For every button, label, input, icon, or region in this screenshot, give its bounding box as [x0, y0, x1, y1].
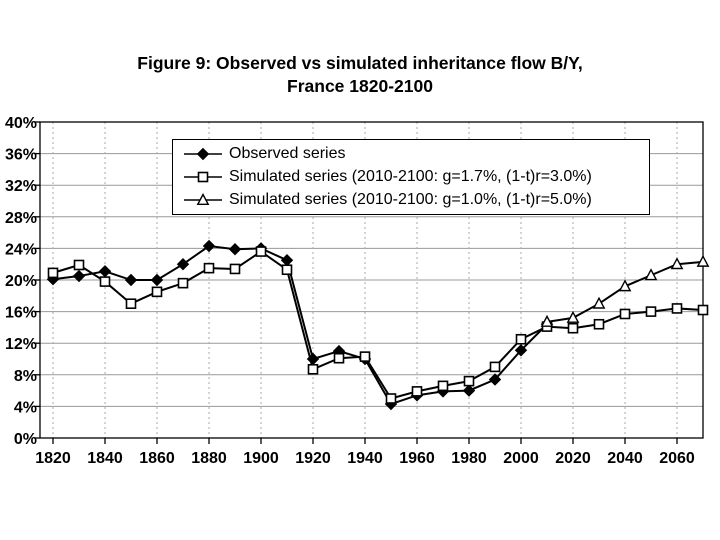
data-point-square	[671, 303, 683, 314]
data-point-diamond	[124, 273, 138, 287]
x-tick-label: 2040	[607, 450, 643, 467]
x-tick-label: 1860	[139, 450, 175, 467]
data-point-square	[281, 264, 293, 276]
data-point-diamond	[462, 384, 476, 397]
data-point-triangle	[696, 254, 710, 267]
data-point-diamond	[98, 265, 112, 278]
data-point-square	[645, 306, 657, 317]
x-tick-label: 1920	[295, 450, 331, 467]
data-point-square	[515, 333, 527, 345]
data-point-square	[359, 351, 371, 362]
y-tick-label: 8%	[14, 368, 37, 385]
triangle-marker-glyph	[196, 192, 210, 205]
x-tick-label: 1900	[243, 450, 279, 467]
data-point-square	[697, 304, 709, 316]
x-tick-label: 1980	[451, 450, 487, 467]
legend-label: Simulated series (2010-2100: g=1.0%, (1-…	[229, 190, 592, 208]
data-point-triangle	[592, 296, 606, 309]
x-tick-label: 1820	[35, 450, 71, 467]
chart-title: Figure 9: Observed vs simulated inherita…	[0, 52, 720, 98]
square-marker-glyph	[197, 171, 209, 183]
data-point-diamond	[228, 242, 242, 256]
data-point-square	[99, 276, 111, 287]
chart-title-line1: Figure 9: Observed vs simulated inherita…	[137, 53, 583, 73]
triangle-marker-icon	[184, 192, 222, 205]
data-point-square	[489, 361, 501, 373]
y-tick-label: 36%	[5, 147, 37, 164]
data-point-triangle	[644, 268, 658, 281]
legend-item: Observed series	[183, 145, 643, 163]
x-tick-label: 2060	[659, 450, 695, 467]
data-point-square	[567, 322, 579, 334]
x-tick-label: 1940	[347, 450, 383, 467]
y-tick-label: 24%	[5, 241, 37, 258]
data-point-square	[151, 286, 163, 298]
y-tick-label: 20%	[5, 273, 37, 290]
y-tick-label: 4%	[14, 399, 37, 416]
chart-legend: Observed series Simulated series (2010-21…	[172, 139, 650, 215]
data-point-square	[177, 277, 189, 289]
y-tick-label: 28%	[5, 210, 37, 227]
data-point-diamond	[488, 373, 502, 386]
x-tick-label: 1960	[399, 450, 435, 467]
data-point-square	[619, 308, 631, 320]
data-point-square	[411, 386, 423, 397]
legend-label: Observed series	[229, 145, 346, 163]
y-tick-label: 12%	[5, 336, 37, 353]
y-tick-label: 16%	[5, 305, 37, 322]
data-point-square	[73, 259, 85, 271]
legend-label: Simulated series (2010-2100: g=1.7%, (1-…	[229, 167, 592, 185]
data-point-diamond	[202, 239, 216, 253]
data-point-square	[229, 263, 241, 275]
legend-item: Simulated series (2010-2100: g=1.0%, (1-…	[183, 191, 643, 209]
y-tick-label: 40%	[5, 115, 37, 132]
data-point-square	[593, 318, 605, 330]
series-line-square	[52, 250, 704, 400]
chart-title-line2: France 1820-2100	[287, 76, 433, 96]
diamond-marker-icon	[184, 148, 222, 161]
data-point-square	[255, 246, 267, 257]
data-point-square	[463, 375, 475, 387]
data-point-triangle	[670, 257, 684, 270]
data-point-square	[125, 298, 137, 310]
x-tick-label: 1840	[87, 450, 123, 467]
y-tick-label: 0%	[14, 431, 37, 448]
data-point-square	[385, 393, 397, 404]
data-point-square	[333, 352, 345, 364]
data-point-diamond	[280, 254, 294, 267]
data-point-square	[307, 363, 319, 375]
legend-item: Simulated series (2010-2100: g=1.7%, (1-…	[183, 168, 643, 186]
data-point-square	[47, 267, 59, 279]
diamond-marker-glyph	[196, 148, 210, 161]
data-point-diamond	[176, 257, 190, 271]
x-tick-label: 2020	[555, 450, 591, 467]
data-point-square	[203, 262, 215, 274]
x-tick-label: 1880	[191, 450, 227, 467]
data-point-diamond	[72, 269, 86, 283]
x-tick-label: 2000	[503, 450, 539, 467]
data-point-diamond	[150, 273, 164, 287]
data-point-triangle	[540, 314, 554, 327]
square-marker-icon	[184, 171, 222, 183]
data-point-square	[437, 380, 449, 392]
y-tick-label: 32%	[5, 178, 37, 195]
data-point-triangle	[618, 279, 632, 292]
data-point-triangle	[566, 310, 580, 323]
data-point-diamond	[514, 344, 528, 357]
